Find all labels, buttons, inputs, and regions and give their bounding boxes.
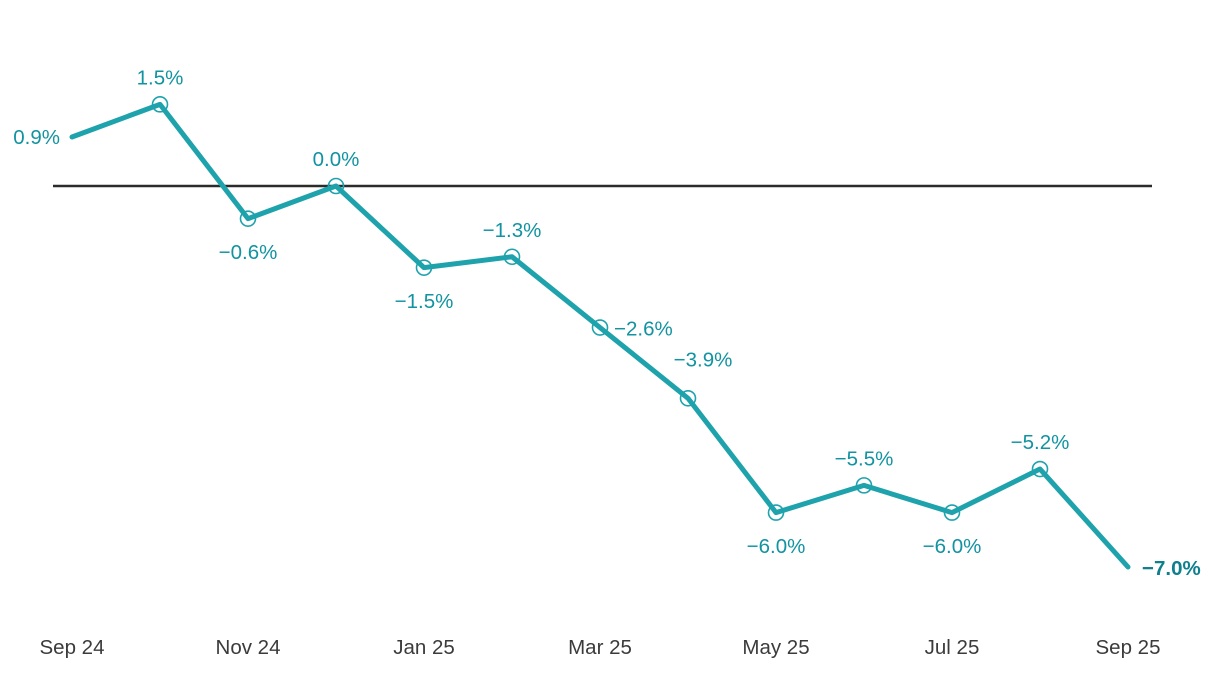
value-label: 0.0% xyxy=(313,148,360,171)
x-axis-tick-label: Jul 25 xyxy=(925,636,980,659)
value-label: 1.5% xyxy=(137,67,184,90)
data-point-marker xyxy=(1031,460,1049,478)
data-point-marker xyxy=(151,96,169,113)
value-label: 0.9% xyxy=(13,126,60,149)
x-axis-tick-label: Sep 24 xyxy=(40,636,105,659)
value-label: −6.0% xyxy=(747,535,806,558)
value-label: −3.9% xyxy=(674,348,733,371)
data-point-marker xyxy=(327,177,345,195)
value-label: −7.0% xyxy=(1142,557,1201,580)
x-axis-tick-label: Sep 25 xyxy=(1096,636,1161,659)
trend-line xyxy=(69,101,1131,570)
x-axis-tick-label: Mar 25 xyxy=(568,636,632,659)
value-label: −1.5% xyxy=(395,290,454,313)
value-label: −5.2% xyxy=(1011,431,1070,454)
data-point-marker xyxy=(855,477,873,494)
x-axis-tick-label: Jan 25 xyxy=(393,636,455,659)
x-axis-tick-label: Nov 24 xyxy=(216,636,281,659)
data-point-marker xyxy=(767,504,785,521)
data-point-marker xyxy=(679,389,697,407)
data-point-marker xyxy=(503,248,521,266)
value-label: −0.6% xyxy=(219,241,278,264)
value-label: −6.0% xyxy=(923,535,982,558)
data-point-marker xyxy=(239,210,257,227)
data-point-marker xyxy=(943,504,961,521)
value-label: −2.6% xyxy=(614,318,673,341)
value-label: −1.3% xyxy=(483,219,542,242)
data-point-marker xyxy=(591,319,609,336)
x-axis-tick-label: May 25 xyxy=(742,636,809,659)
data-point-marker xyxy=(415,259,433,276)
value-label: −5.5% xyxy=(835,448,894,471)
